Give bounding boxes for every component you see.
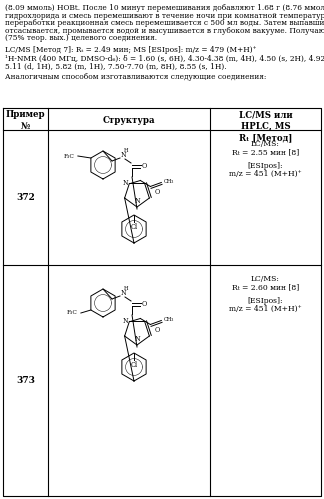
Text: [ESIpos]:: [ESIpos]: <box>248 162 283 170</box>
Text: Пример
№: Пример № <box>6 110 45 131</box>
Text: Cl: Cl <box>131 223 138 231</box>
Text: m/z = 451 (M+H)⁺: m/z = 451 (M+H)⁺ <box>229 170 302 178</box>
Text: 5.11 (d, 1H), 5.82 (m, 1H), 7.50-7.70 (m, 8H), 8.55 (s, 1H).: 5.11 (d, 1H), 5.82 (m, 1H), 7.50-7.70 (m… <box>5 62 226 70</box>
Text: N: N <box>123 180 128 188</box>
Text: N: N <box>134 197 140 205</box>
Text: CH₃: CH₃ <box>163 179 174 184</box>
Text: Аналогичным способом изготавливаются следующие соединения:: Аналогичным способом изготавливаются сле… <box>5 72 266 80</box>
Text: Rₜ = 2.55 мин [8]: Rₜ = 2.55 мин [8] <box>232 148 299 156</box>
Text: O: O <box>155 188 160 196</box>
Text: CH₃: CH₃ <box>163 317 174 322</box>
Text: O: O <box>142 300 147 308</box>
Text: F₃C: F₃C <box>67 310 78 315</box>
Text: LC/MS или
HPLC, MS
Rₜ [Метод]: LC/MS или HPLC, MS Rₜ [Метод] <box>239 110 292 143</box>
Text: F₃C: F₃C <box>64 154 75 159</box>
Text: LC/MS:: LC/MS: <box>251 275 280 283</box>
Text: [ESIpos]:: [ESIpos]: <box>248 297 283 305</box>
Text: ¹H-NMR (400 МГц, DMSO-d₆): δ = 1.60 (s, 6H), 4.30-4.38 (m, 4H), 4.50 (s, 2H), 4.: ¹H-NMR (400 МГц, DMSO-d₆): δ = 1.60 (s, … <box>5 54 324 62</box>
Text: LC/MS [Метод 7]: Rₜ = 2.49 мин; MS [ESIpos]: m/z = 479 (M+H)⁺: LC/MS [Метод 7]: Rₜ = 2.49 мин; MS [ESIp… <box>5 45 257 53</box>
Text: Структура: Структура <box>103 116 155 125</box>
Text: N: N <box>123 317 128 325</box>
Text: LC/MS:: LC/MS: <box>251 140 280 148</box>
Text: N: N <box>120 151 126 159</box>
Text: (75% теор. вых.) целевого соединения.: (75% теор. вых.) целевого соединения. <box>5 34 157 42</box>
Text: O: O <box>142 162 147 170</box>
Text: отсасывается, промывается водой и высушивается в глубоком вакууме. Получают 2.41: отсасывается, промывается водой и высуши… <box>5 26 324 34</box>
Text: переработки реакционная смесь перемешивается с 500 мл воды. Затем выпавший осадо: переработки реакционная смесь перемешива… <box>5 19 324 27</box>
Text: H: H <box>124 286 128 291</box>
Text: 372: 372 <box>16 193 35 202</box>
Text: m/z = 451 (M+H)⁺: m/z = 451 (M+H)⁺ <box>229 305 302 313</box>
Text: 373: 373 <box>16 376 35 385</box>
Text: гидрохлорида и смесь перемешивают в течение ночи при комнатной температуре. Для: гидрохлорида и смесь перемешивают в тече… <box>5 11 324 19</box>
Text: N: N <box>134 335 140 343</box>
Text: Rₜ = 2.60 мин [8]: Rₜ = 2.60 мин [8] <box>232 283 299 291</box>
Text: N: N <box>120 289 126 297</box>
Text: (8.09 ммоль) HOBt. После 10 минут перемешивания добавляют 1.68 г (8.76 ммоль) ED: (8.09 ммоль) HOBt. После 10 минут переме… <box>5 4 324 12</box>
Text: O: O <box>155 326 160 334</box>
Text: H: H <box>124 149 128 154</box>
Text: Cl: Cl <box>131 361 138 369</box>
